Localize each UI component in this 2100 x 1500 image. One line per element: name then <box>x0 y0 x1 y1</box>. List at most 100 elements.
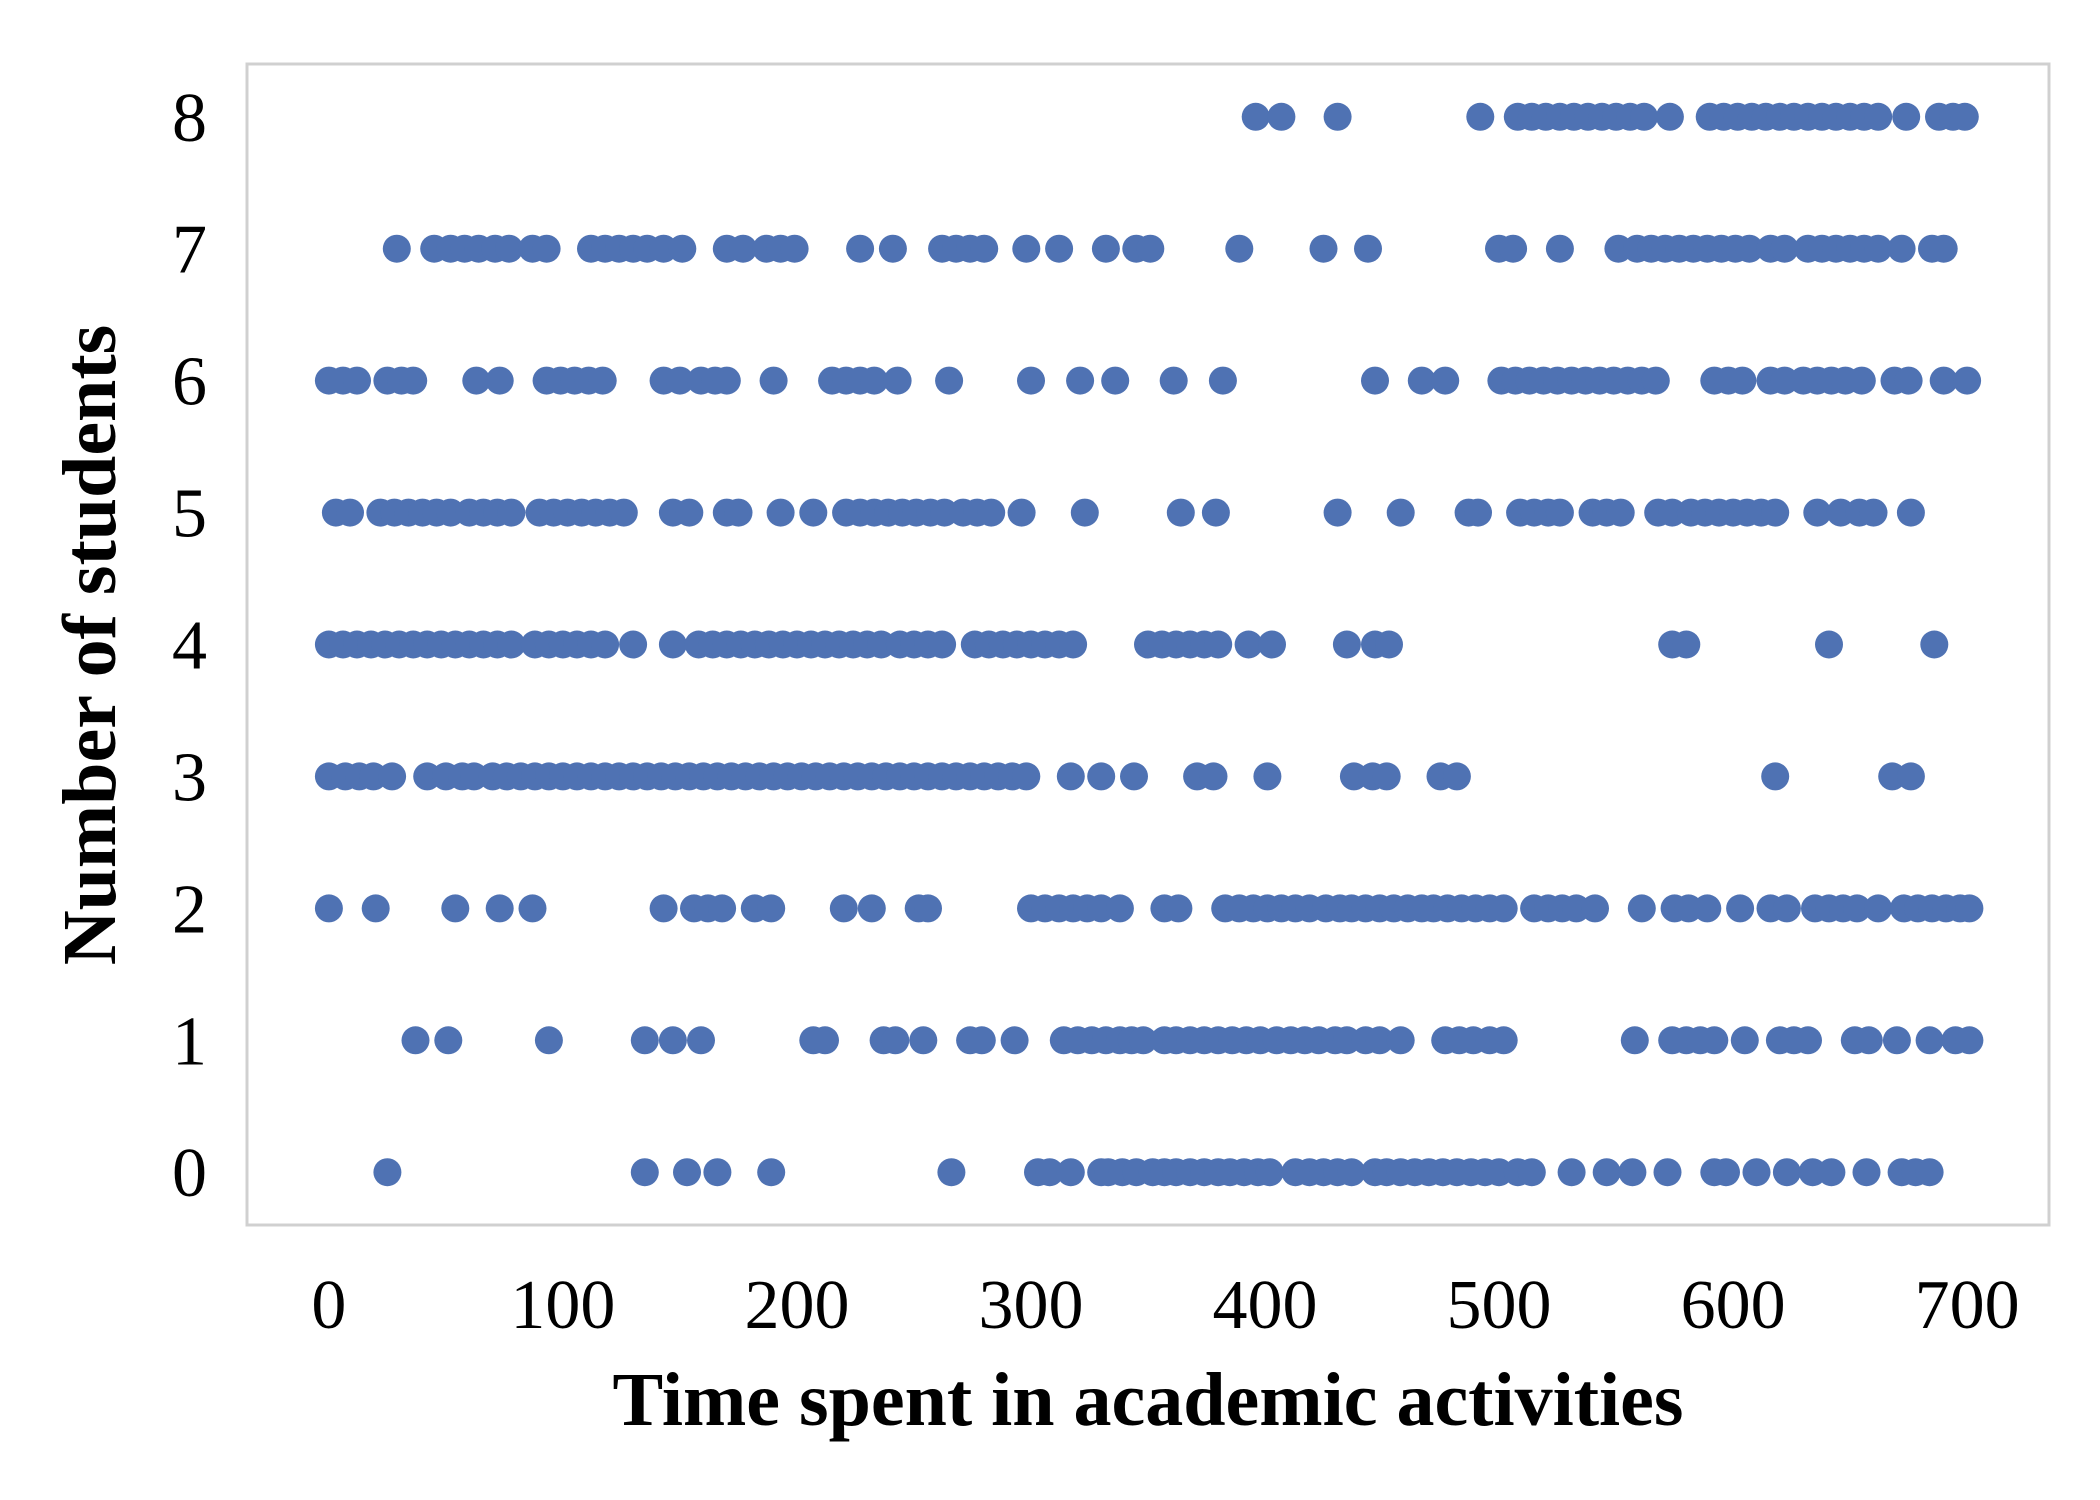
data-point <box>1618 1158 1647 1187</box>
data-point <box>909 1026 938 1055</box>
data-point <box>1672 630 1701 659</box>
data-point <box>1728 366 1757 395</box>
data-point <box>1225 234 1254 263</box>
data-point <box>1323 102 1352 131</box>
data-point <box>1208 366 1237 395</box>
data-point <box>378 762 407 791</box>
data-point <box>1655 102 1684 131</box>
data-point <box>591 630 620 659</box>
data-point <box>1929 234 1958 263</box>
data-point <box>914 894 942 923</box>
data-point <box>630 1158 659 1187</box>
data-point <box>1489 894 1518 923</box>
data-point <box>1361 366 1389 395</box>
data-point <box>1953 366 1982 395</box>
data-point <box>336 498 364 527</box>
data-point <box>485 366 514 395</box>
data-point <box>619 630 648 659</box>
data-point <box>1726 894 1755 923</box>
y-tick-label: 3 <box>172 739 207 816</box>
data-point <box>1332 630 1361 659</box>
data-point <box>497 498 526 527</box>
data-point <box>1012 234 1041 263</box>
data-point <box>1761 498 1790 527</box>
data-point <box>1056 1158 1085 1187</box>
data-point <box>1815 630 1843 659</box>
data-point <box>1129 1026 1158 1055</box>
data-point <box>1592 1158 1621 1187</box>
data-point <box>1000 1026 1029 1055</box>
data-point <box>1581 894 1609 923</box>
data-point <box>434 1026 463 1055</box>
data-point <box>1105 894 1134 923</box>
data-point <box>1136 234 1165 263</box>
x-tick-label: 600 <box>1681 1267 1786 1344</box>
data-point <box>609 498 638 527</box>
data-point <box>1386 498 1415 527</box>
y-tick-label: 1 <box>172 1003 207 1080</box>
data-point <box>1323 498 1352 527</box>
data-point <box>462 366 491 395</box>
data-point <box>860 366 889 395</box>
data-point <box>829 894 858 923</box>
data-point <box>799 498 828 527</box>
data-point <box>1517 1158 1546 1187</box>
data-point <box>1059 630 1088 659</box>
data-point <box>485 894 514 923</box>
x-tick-label: 500 <box>1447 1267 1552 1344</box>
data-point <box>881 1026 910 1055</box>
plot-frame <box>245 62 2051 1227</box>
data-point <box>1545 498 1574 527</box>
data-point <box>1365 1026 1394 1055</box>
data-point <box>1735 234 1764 263</box>
data-point <box>1017 366 1045 395</box>
data-point <box>1258 630 1286 659</box>
data-point <box>1772 1158 1801 1187</box>
data-point <box>665 366 694 395</box>
data-point <box>1372 762 1401 791</box>
data-point <box>1852 1158 1881 1187</box>
data-point <box>1007 498 1036 527</box>
data-point <box>588 366 617 395</box>
data-point <box>1101 366 1130 395</box>
data-point <box>1407 366 1436 395</box>
data-point <box>1309 234 1338 263</box>
data-point <box>977 498 1006 527</box>
data-point <box>1630 102 1659 131</box>
data-point <box>780 234 809 263</box>
data-point <box>878 234 907 263</box>
data-point <box>1896 762 1925 791</box>
data-point <box>1091 234 1120 263</box>
x-axis-title: Time spent in academic activities <box>613 1358 1684 1442</box>
data-point <box>1770 234 1799 263</box>
data-point <box>343 366 371 395</box>
x-tick-label: 700 <box>1915 1267 2020 1344</box>
data-point <box>1892 102 1921 131</box>
data-point <box>373 1158 402 1187</box>
data-point <box>1012 762 1041 791</box>
data-point <box>712 366 741 395</box>
data-point <box>1234 630 1263 659</box>
data-point <box>1087 762 1116 791</box>
data-point <box>757 1158 786 1187</box>
x-axis-ticks: 0 100 200 300 400 500 600 700 <box>311 1267 2019 1344</box>
data-point <box>935 366 964 395</box>
data-point <box>630 1026 659 1055</box>
x-tick-label: 400 <box>1213 1267 1318 1344</box>
data-point <box>1199 762 1228 791</box>
data-point <box>497 630 526 659</box>
data-point <box>1803 498 1832 527</box>
y-axis-ticks: 0 1 2 3 4 5 6 7 8 <box>172 80 207 1212</box>
data-point <box>673 1158 701 1187</box>
data-point <box>658 1026 687 1055</box>
data-point <box>1742 1158 1771 1187</box>
data-point <box>967 1026 996 1055</box>
data-point <box>1772 894 1801 923</box>
y-tick-label: 6 <box>172 344 207 421</box>
y-tick-label: 5 <box>172 476 207 553</box>
data-point <box>1070 498 1099 527</box>
data-point <box>1545 234 1574 263</box>
data-point <box>1894 366 1923 395</box>
data-point <box>1253 762 1282 791</box>
data-point <box>1915 1158 1944 1187</box>
